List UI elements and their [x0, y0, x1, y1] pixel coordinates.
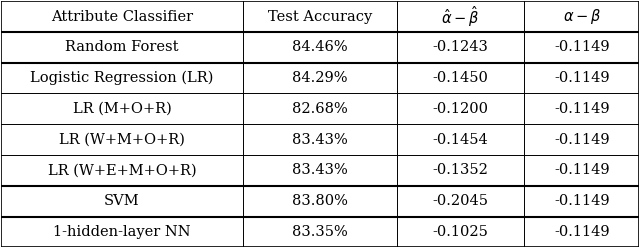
Text: -0.1149: -0.1149 — [554, 40, 610, 54]
Text: $\hat{\alpha} - \hat{\beta}$: $\hat{\alpha} - \hat{\beta}$ — [441, 4, 480, 29]
Text: -0.1243: -0.1243 — [433, 40, 488, 54]
Text: -0.1450: -0.1450 — [433, 71, 488, 85]
Text: Test Accuracy: Test Accuracy — [268, 10, 372, 24]
Text: -0.1149: -0.1149 — [554, 194, 610, 208]
Text: 83.43%: 83.43% — [292, 163, 348, 177]
Text: 1-hidden-layer NN: 1-hidden-layer NN — [53, 225, 191, 239]
Text: 84.29%: 84.29% — [292, 71, 348, 85]
Text: -0.1200: -0.1200 — [433, 102, 488, 116]
Text: -0.1149: -0.1149 — [554, 163, 610, 177]
Text: LR (W+M+O+R): LR (W+M+O+R) — [59, 133, 185, 147]
Text: 83.35%: 83.35% — [292, 225, 348, 239]
Text: -0.1025: -0.1025 — [433, 225, 488, 239]
Text: -0.1454: -0.1454 — [433, 133, 488, 147]
Text: LR (M+O+R): LR (M+O+R) — [73, 102, 172, 116]
Text: $\alpha - \beta$: $\alpha - \beta$ — [563, 7, 601, 26]
Text: 82.68%: 82.68% — [292, 102, 348, 116]
Text: 83.43%: 83.43% — [292, 133, 348, 147]
Text: -0.1149: -0.1149 — [554, 71, 610, 85]
Text: LR (W+E+M+O+R): LR (W+E+M+O+R) — [48, 163, 196, 177]
Text: Attribute Classifier: Attribute Classifier — [51, 10, 193, 24]
Text: -0.1149: -0.1149 — [554, 133, 610, 147]
Text: SVM: SVM — [104, 194, 140, 208]
Text: 84.46%: 84.46% — [292, 40, 348, 54]
Text: -0.2045: -0.2045 — [433, 194, 488, 208]
Text: -0.1149: -0.1149 — [554, 225, 610, 239]
Text: Random Forest: Random Forest — [65, 40, 179, 54]
Text: Logistic Regression (LR): Logistic Regression (LR) — [30, 71, 214, 85]
Text: -0.1149: -0.1149 — [554, 102, 610, 116]
Text: 83.80%: 83.80% — [292, 194, 348, 208]
Text: -0.1352: -0.1352 — [433, 163, 488, 177]
